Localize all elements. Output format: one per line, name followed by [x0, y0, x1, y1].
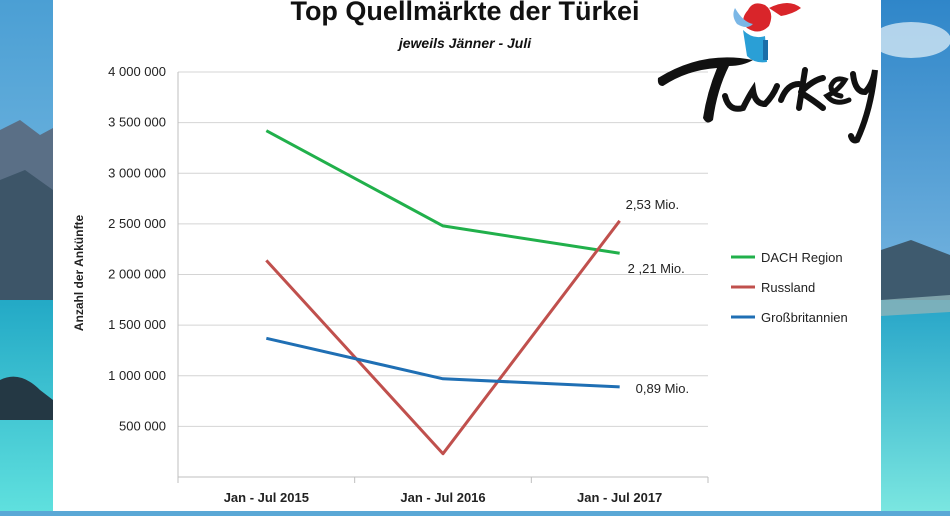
- background-photo-right: [881, 0, 950, 511]
- gridlines: [177, 71, 709, 483]
- data-annotations: 2,53 Mio. 2 ,21 Mio. 0,89 Mio.: [626, 197, 689, 396]
- x-tick-label: Jan - Jul 2015: [224, 490, 309, 505]
- series-line-dach-region: [265, 129, 620, 255]
- background-photo-left: [0, 0, 53, 511]
- y-tick-label: 500 000: [119, 418, 166, 433]
- x-axis-tick-labels: Jan - Jul 2015 Jan - Jul 2016 Jan - Jul 20…: [224, 490, 663, 505]
- y-tick-label: 3 500 000: [108, 115, 166, 130]
- chart-title: Top Quellmärkte der Türkei: [290, 0, 639, 26]
- series-line-gro-britannien: [265, 336, 620, 389]
- y-tick-label: 1 000 000: [108, 368, 166, 383]
- y-axis-tick-labels: 500 000 1 000 000 1 500 000 2 000 000 2 500 …: [108, 64, 166, 433]
- series-lines: [265, 129, 621, 456]
- line-chart: Top Quellmärkte der Türkei jeweils Jänne…: [72, 0, 878, 505]
- y-tick-label: 2 000 000: [108, 267, 166, 282]
- y-tick-label: 2 500 000: [108, 216, 166, 231]
- chart-subtitle: jeweils Jänner - Juli: [397, 35, 532, 51]
- x-tick-label: Jan - Jul 2017: [577, 490, 662, 505]
- legend-label: DACH Region: [761, 250, 843, 265]
- series-line-russland: [265, 219, 621, 456]
- y-tick-label: 3 000 000: [108, 165, 166, 180]
- data-label: 2 ,21 Mio.: [628, 261, 685, 276]
- legend: DACH Region Russland Großbritannien: [731, 250, 848, 325]
- y-tick-label: 1 500 000: [108, 317, 166, 332]
- y-axis-label: Anzahl der Ankünfte: [72, 215, 86, 332]
- legend-label: Großbritannien: [761, 310, 848, 325]
- turkey-logo-wordmark: [657, 57, 878, 144]
- y-tick-label: 4 000 000: [108, 64, 166, 79]
- legend-label: Russland: [761, 280, 815, 295]
- x-tick-label: Jan - Jul 2016: [400, 490, 485, 505]
- chart-panel: Top Quellmärkte der Türkei jeweils Jänne…: [53, 0, 881, 511]
- tulip-logo-icon: [733, 3, 801, 63]
- data-label: 2,53 Mio.: [626, 197, 679, 212]
- data-label: 0,89 Mio.: [636, 381, 689, 396]
